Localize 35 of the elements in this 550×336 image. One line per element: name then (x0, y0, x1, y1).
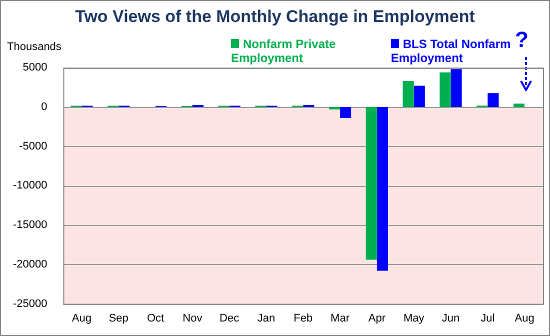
bar (340, 106, 352, 118)
y-tick-label: 0 (41, 101, 48, 113)
bar (376, 106, 388, 271)
bar (414, 86, 425, 107)
y-tick-label: -5000 (19, 140, 48, 152)
x-tick-label: Aug (514, 312, 534, 324)
x-tick-label: Sep (108, 312, 128, 324)
y-tick-label: -25000 (12, 298, 48, 310)
x-tick-label: Nov (182, 312, 203, 324)
legend-label: Nonfarm Private Employment (231, 37, 337, 65)
x-tick-label: Jan (257, 312, 276, 324)
x-tick-label: Jul (480, 312, 495, 324)
y-tick-label: -15000 (12, 219, 48, 232)
bar (402, 80, 414, 107)
bar (488, 93, 499, 107)
y-axis-title: Thousands (7, 41, 62, 53)
legend-label: BLS Total Nonfarm Employment (390, 37, 511, 65)
x-tick-label: Aug (72, 312, 92, 324)
chart-title: Two Views of the Monthly Change in Employment (74, 7, 476, 27)
x-tick-label: Mar (330, 312, 350, 324)
x-tick-label: Dec (220, 312, 240, 324)
x-tick-label: May (403, 312, 425, 324)
y-tick-label: -20000 (12, 258, 48, 270)
y-tick-label: 5000 (22, 62, 48, 74)
text: ? (515, 27, 528, 53)
x-tick-label: Apr (368, 312, 386, 324)
y-tick-label: -10000 (12, 180, 48, 192)
bar (366, 106, 377, 260)
bar (513, 104, 525, 107)
x-tick-label: Oct (146, 312, 164, 324)
x-tick-label: Feb (294, 312, 313, 324)
bar (450, 69, 462, 107)
bar (440, 72, 451, 107)
bar (328, 106, 340, 110)
x-tick-label: Jun (442, 312, 460, 324)
